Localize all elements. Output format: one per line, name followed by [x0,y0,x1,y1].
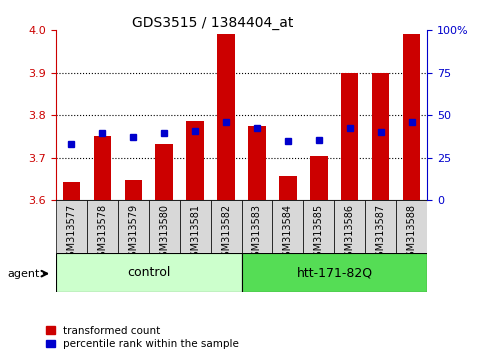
Bar [366,200,397,253]
Bar [280,176,297,200]
Bar [117,200,149,253]
Text: control: control [127,266,170,279]
Text: agent: agent [7,269,40,279]
Bar [94,136,111,200]
Bar [303,200,334,253]
Text: GSM313586: GSM313586 [345,204,355,263]
Bar [156,143,172,200]
Text: GDS3515 / 1384404_at: GDS3515 / 1384404_at [132,16,293,30]
Text: GSM313585: GSM313585 [314,204,324,263]
Bar [56,200,86,253]
Bar [242,253,427,292]
Bar [372,73,389,200]
Bar [311,156,327,200]
Legend: transformed count, percentile rank within the sample: transformed count, percentile rank withi… [46,326,239,349]
Text: GSM313583: GSM313583 [252,204,262,263]
Bar [211,200,242,253]
Text: GSM313581: GSM313581 [190,204,200,263]
Bar [217,34,235,200]
Text: GSM313582: GSM313582 [221,204,231,263]
Text: htt-171-82Q: htt-171-82Q [297,266,372,279]
Text: GSM313577: GSM313577 [66,204,76,263]
Text: GSM313578: GSM313578 [97,204,107,263]
Bar [242,200,272,253]
Text: GSM313580: GSM313580 [159,204,169,263]
Bar [180,200,211,253]
Bar [248,126,266,200]
Bar [149,200,180,253]
Text: GSM313579: GSM313579 [128,204,138,263]
Text: GSM313584: GSM313584 [283,204,293,263]
Bar [86,200,117,253]
Text: GSM313588: GSM313588 [407,204,417,263]
Bar [62,182,80,200]
Text: GSM313587: GSM313587 [376,204,386,263]
Bar [125,179,142,200]
Bar [186,121,203,200]
Bar [341,73,358,200]
Bar [272,200,303,253]
Bar [397,200,427,253]
Bar [403,34,421,200]
Bar [334,200,366,253]
Bar [56,253,242,292]
